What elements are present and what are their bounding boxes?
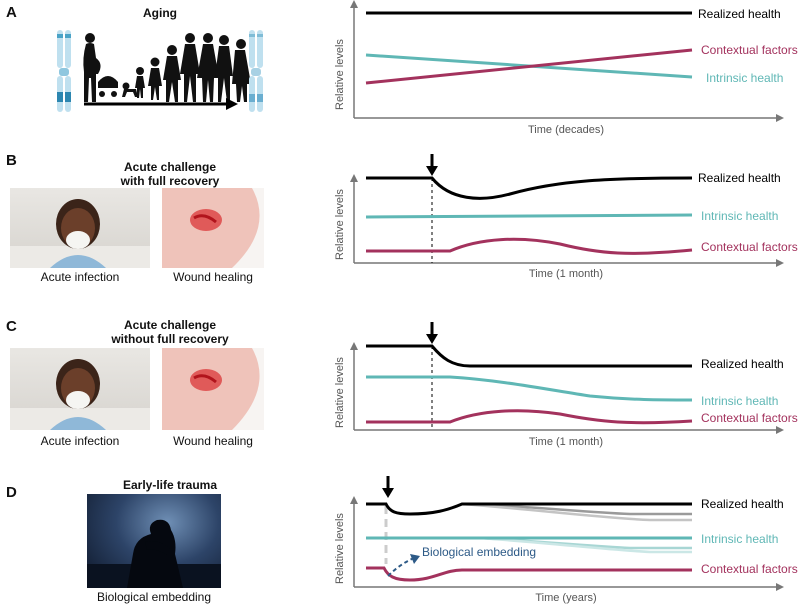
label-contextual: Contextual factors (701, 562, 798, 576)
acute-infection-photo (10, 348, 150, 430)
axis-y-label: Relative levels (334, 357, 346, 428)
panel-a-letter: A (6, 4, 17, 21)
axis-x-label: Time (1 month) (529, 268, 603, 280)
axis-y-label: Relative levels (334, 189, 346, 260)
axis-x-label: Time (years) (535, 592, 596, 604)
axis-y-label: Relative levels (334, 39, 346, 110)
contextual-factors-line (366, 237, 693, 255)
embedding-arrow (387, 557, 415, 577)
panel-d-title: Early-life trauma (122, 478, 218, 492)
label-contextual: Contextual factors (701, 411, 798, 425)
panel-b-title-line2: with full recovery (120, 174, 220, 188)
caption-wound-healing: Wound healing (173, 434, 253, 448)
label-realized: Realized health (698, 7, 781, 21)
chart-b: Realized health Intrinsic health Context… (334, 154, 798, 280)
axis-y-label: Relative levels (334, 513, 346, 584)
chromosome-icon-left (57, 30, 71, 112)
acute-infection-photo (10, 188, 150, 268)
realized-health-line (366, 176, 693, 200)
wound-healing-photo (162, 348, 264, 430)
chromosome-icon-right (249, 30, 263, 112)
wound-healing-photo (162, 188, 264, 268)
panel-d-letter: D (6, 484, 17, 501)
panel-c-title: Acute challenge without full recovery (70, 318, 270, 346)
label-intrinsic: Intrinsic health (701, 394, 778, 408)
panel-c-title-line1: Acute challenge (123, 318, 217, 332)
label-realized: Realized health (698, 171, 781, 185)
label-realized: Realized health (701, 357, 784, 371)
contextual-factors-line (365, 48, 693, 85)
caption-acute-infection: Acute infection (40, 270, 120, 284)
label-contextual: Contextual factors (701, 43, 798, 57)
axis-x-label: Time (decades) (528, 124, 604, 136)
caption-biological-embedding: Biological embedding (96, 590, 212, 604)
caption-wound-healing: Wound healing (173, 270, 253, 284)
contextual-factors-line (366, 566, 692, 582)
intrinsic-health-line (365, 213, 693, 219)
panel-c-title-line2: without full recovery (111, 332, 229, 346)
chart-c: Realized health Intrinsic health Context… (334, 322, 798, 448)
label-intrinsic: Intrinsic health (701, 209, 778, 223)
realized-health-alt-2 (461, 502, 692, 522)
people-silhouettes (83, 33, 251, 102)
panel-b-title: Acute challenge with full recovery (70, 160, 270, 188)
trauma-photo (87, 494, 221, 588)
aging-illustration (57, 30, 263, 112)
label-contextual: Contextual factors (701, 240, 798, 254)
realized-health-line (366, 344, 692, 368)
caption-acute-infection: Acute infection (40, 434, 120, 448)
label-realized: Realized health (701, 497, 784, 511)
panel-c-letter: C (6, 318, 17, 335)
chart-a: Realized health Contextual factors Intri… (334, 0, 798, 136)
axis-x-label: Time (1 month) (529, 436, 603, 448)
panel-b-title-line1: Acute challenge (123, 160, 217, 174)
realized-health-line (366, 502, 692, 516)
annotation-biological-embedding: Biological embedding (422, 545, 536, 559)
panel-b-letter: B (6, 152, 17, 169)
intrinsic-health-line (366, 375, 693, 402)
contextual-factors-line (366, 409, 693, 425)
panel-a-title: Aging (143, 6, 177, 20)
chart-d: Biological embedding Realized health Int… (334, 476, 798, 604)
label-intrinsic: Intrinsic health (706, 71, 783, 85)
intrinsic-health-alt-2 (479, 536, 692, 554)
label-intrinsic: Intrinsic health (701, 532, 778, 546)
